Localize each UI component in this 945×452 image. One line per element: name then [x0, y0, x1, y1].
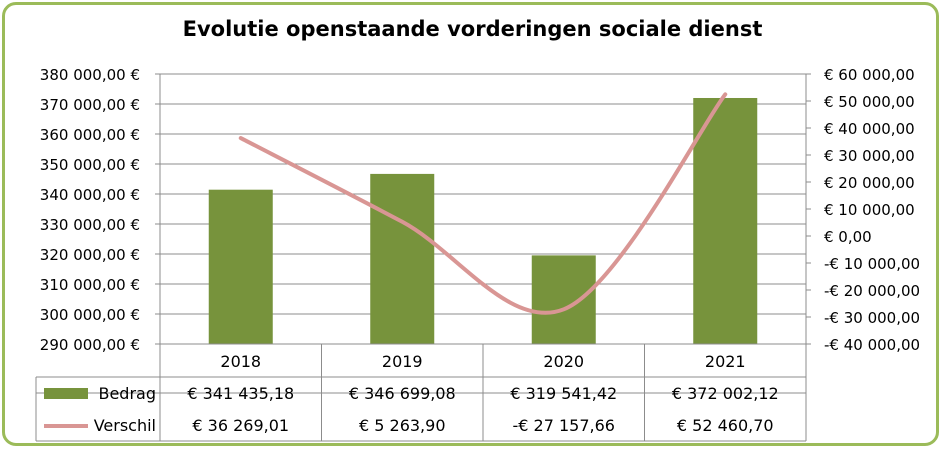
series-line-verschil — [238, 92, 728, 315]
y-left-tick-label: 360 000,00 € — [40, 126, 140, 144]
table-cell-verschil: € 5 263,90 — [359, 416, 446, 435]
legend-label-bedrag: Bedrag — [98, 384, 156, 403]
bar — [208, 189, 273, 344]
y-right-tick-label: -€ 40 000,00 — [824, 336, 920, 354]
x-tick-label: 2021 — [705, 352, 746, 371]
y-left-tick-label: 310 000,00 € — [40, 276, 140, 294]
y-right-tick-label: € 40 000,00 — [824, 120, 915, 138]
y-right-tick-label: -€ 20 000,00 — [824, 282, 920, 300]
x-tick-label: 2018 — [220, 352, 261, 371]
y-right-tick-label: € 10 000,00 — [824, 201, 915, 219]
y-left-tick-label: 380 000,00 € — [40, 66, 140, 84]
bar — [531, 255, 596, 344]
bar — [693, 97, 758, 344]
table-cell-verschil: € 36 269,01 — [192, 416, 289, 435]
x-tick-label: 2020 — [543, 352, 584, 371]
legend-label-verschil: Verschil — [94, 416, 156, 435]
table-cell-verschil: € 52 460,70 — [677, 416, 774, 435]
table-cell-bedrag: € 372 002,12 — [672, 384, 779, 403]
y-left-tick-label: 290 000,00 € — [40, 336, 140, 354]
y-right-tick-label: -€ 10 000,00 — [824, 255, 920, 273]
y-right-tick-label: € 30 000,00 — [824, 147, 915, 165]
y-right-tick-label: € 0,00 — [824, 228, 872, 246]
y-right-tick-label: € 60 000,00 — [824, 66, 915, 84]
y-right-tick-label: € 20 000,00 — [824, 174, 915, 192]
legend-key-bedrag — [44, 388, 88, 399]
x-tick-label: 2019 — [382, 352, 423, 371]
table-cell-bedrag: € 346 699,08 — [349, 384, 456, 403]
chart-title: Evolutie openstaande vorderingen sociale… — [182, 17, 763, 41]
table-cell-verschil: -€ 27 157,66 — [513, 416, 615, 435]
y-right-tick-label: -€ 30 000,00 — [824, 309, 920, 327]
y-left-tick-label: 350 000,00 € — [40, 156, 140, 174]
bar — [370, 173, 435, 344]
y-left-tick-label: 330 000,00 € — [40, 216, 140, 234]
y-right-tick-label: € 50 000,00 — [824, 93, 915, 111]
y-left-tick-label: 340 000,00 € — [40, 186, 140, 204]
y-left-tick-label: 320 000,00 € — [40, 246, 140, 264]
table-cell-bedrag: € 319 541,42 — [510, 384, 617, 403]
y-left-tick-label: 370 000,00 € — [40, 96, 140, 114]
table-cell-bedrag: € 341 435,18 — [187, 384, 294, 403]
y-left-tick-label: 300 000,00 € — [40, 306, 140, 324]
